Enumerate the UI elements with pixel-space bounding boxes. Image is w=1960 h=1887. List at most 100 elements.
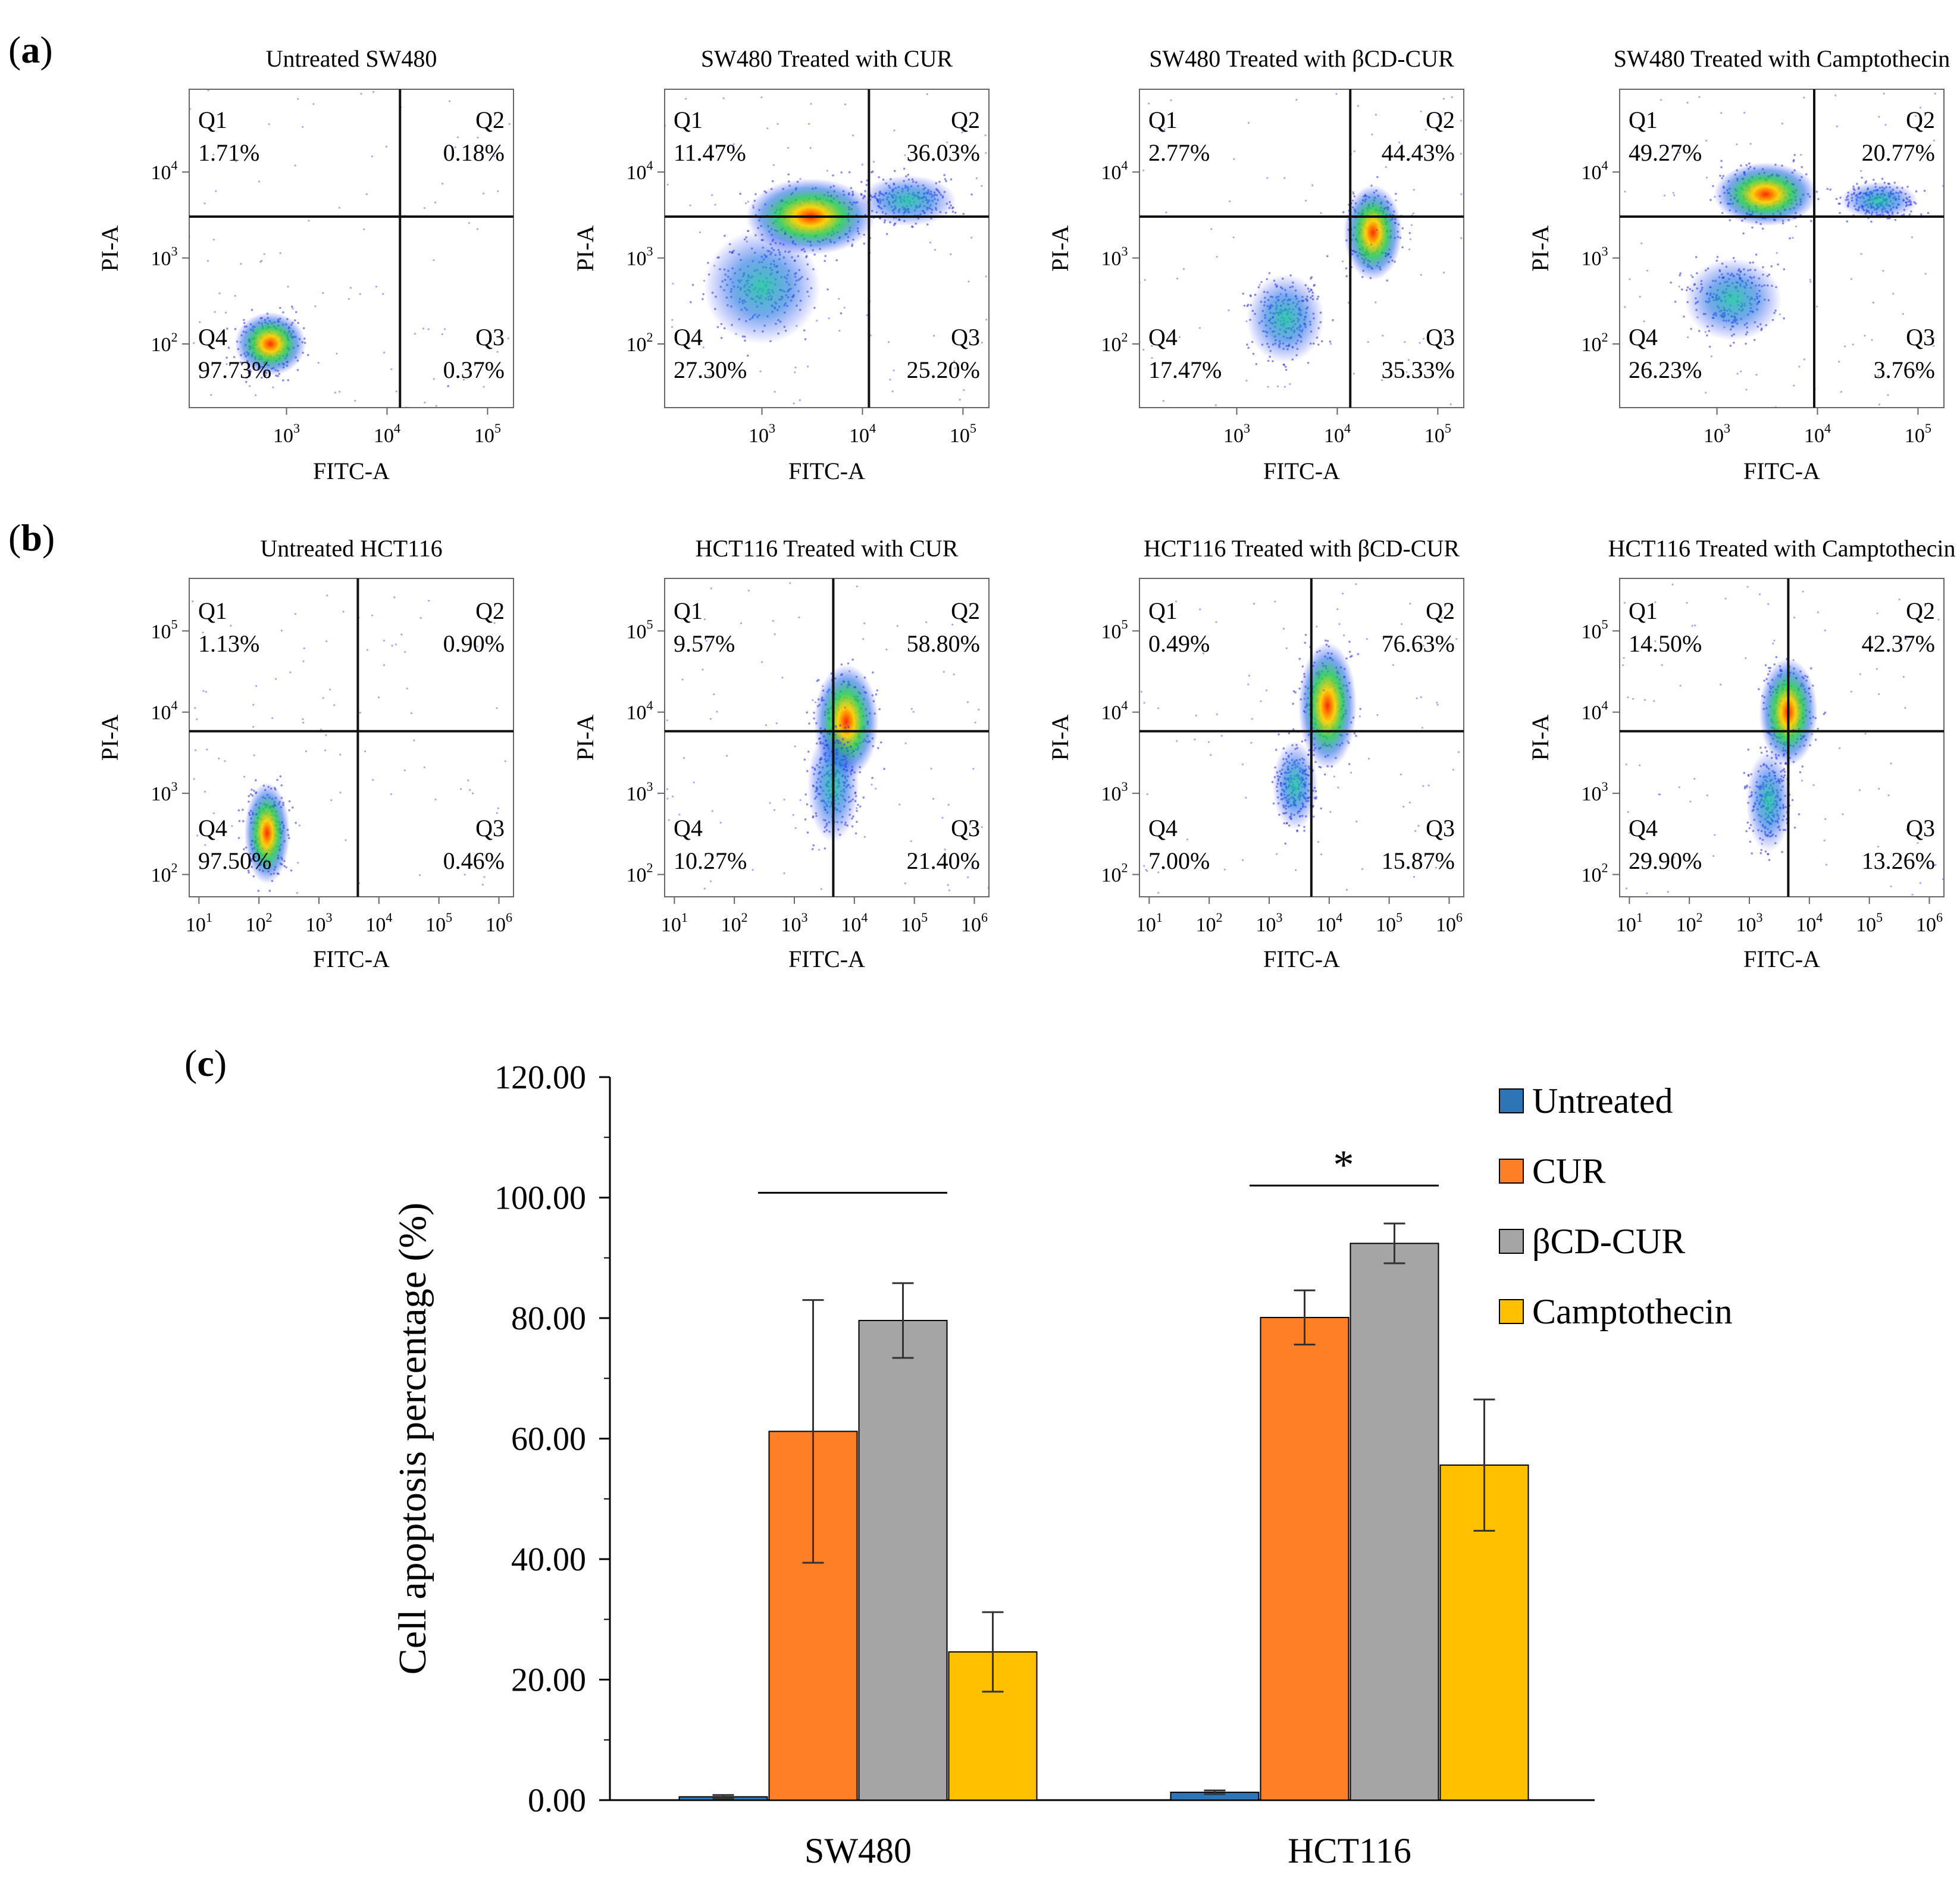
event-dot (413, 739, 415, 741)
event-dot (967, 876, 969, 878)
event-dot (772, 619, 774, 622)
event-dot (951, 623, 954, 626)
event-dot (840, 312, 843, 315)
event-dot (254, 394, 257, 396)
event-dot (709, 880, 712, 883)
quadrant-percent: 10.27% (674, 847, 747, 874)
event-dot (1793, 183, 1795, 186)
event-dot (787, 173, 790, 176)
event-dot (390, 793, 392, 796)
event-dot (843, 306, 846, 309)
event-dot (1355, 820, 1358, 823)
event-dot (847, 662, 850, 665)
event-dot (1784, 762, 1787, 765)
event-dot (1764, 746, 1767, 749)
event-dot (268, 123, 270, 126)
event-dot (720, 337, 723, 339)
event-dot (1336, 608, 1339, 611)
event-dot (391, 644, 393, 647)
event-dot (1838, 361, 1840, 363)
plot-frame (664, 578, 990, 897)
event-dot (943, 671, 945, 673)
event-dot (812, 844, 815, 847)
event-dot (838, 330, 841, 332)
event-dot (912, 226, 914, 229)
event-dot (1877, 374, 1880, 377)
event-dot (1710, 355, 1712, 358)
event-dot (290, 305, 293, 308)
event-dot (1353, 732, 1356, 735)
event-dot (296, 891, 298, 894)
event-dot (746, 354, 749, 357)
event-dot (981, 342, 983, 344)
event-dot (1303, 697, 1305, 700)
event-dot (235, 160, 237, 162)
quadrant-name: Q4 (674, 324, 703, 351)
event-dot (863, 835, 866, 838)
x-tick-label: 105 (950, 421, 976, 447)
event-dot (834, 725, 837, 728)
flow-plot-b-3: HCT116 Treated with βCD-CURQ10.49%Q276.6… (1047, 535, 1464, 972)
plot-frame (189, 578, 514, 897)
event-dot (1296, 830, 1299, 833)
event-dot (835, 259, 838, 262)
event-dot (447, 385, 449, 387)
event-dot (794, 827, 797, 830)
event-dot (703, 887, 706, 890)
event-dot (671, 319, 674, 321)
quadrant-name: Q3 (1426, 324, 1455, 351)
x-axis-label: FITC-A (1743, 458, 1820, 484)
quadrant-percent: 9.57% (674, 630, 735, 657)
plot-frame (1139, 578, 1464, 897)
event-dot (1336, 670, 1339, 672)
event-dot (210, 393, 212, 396)
event-dot (1269, 327, 1272, 330)
event-dot (803, 329, 806, 332)
event-dot (1215, 621, 1217, 624)
event-dot (322, 697, 324, 699)
density-scatter (192, 594, 506, 894)
event-dot (274, 678, 277, 680)
event-dot (1385, 166, 1387, 168)
event-dot (777, 123, 779, 125)
event-dot (372, 779, 374, 781)
event-dot (1335, 93, 1338, 95)
event-dot (1337, 786, 1339, 789)
event-dot (1285, 368, 1288, 371)
event-dot (1352, 192, 1355, 195)
event-dot (1789, 237, 1791, 240)
event-dot (894, 222, 896, 225)
flow-plot-a-1: Untreated SW480Q11.71%Q20.18%Q30.37%Q497… (96, 45, 514, 484)
event-dot (1176, 740, 1178, 742)
event-dot (866, 314, 868, 317)
event-dot (739, 192, 741, 195)
quadrant-name: Q4 (198, 815, 227, 841)
event-dot (257, 890, 260, 892)
quadrant-name: Q4 (1148, 815, 1178, 841)
event-dot (1285, 647, 1288, 649)
event-dot (1770, 265, 1773, 268)
quadrant-name: Q2 (1426, 107, 1455, 133)
quadrant-percent: 35.33% (1382, 356, 1455, 383)
event-dot (1421, 727, 1424, 729)
event-dot (685, 98, 687, 100)
event-dot (334, 392, 336, 394)
event-dot (444, 648, 447, 650)
plot-title: Untreated SW480 (266, 45, 437, 72)
event-dot (1919, 107, 1922, 109)
event-dot (1696, 316, 1699, 318)
event-dot (359, 293, 361, 295)
event-dot (371, 614, 374, 617)
event-dot (1376, 176, 1379, 179)
y-tick-label: 105 (151, 617, 178, 643)
event-dot (798, 616, 800, 619)
event-dot (871, 170, 874, 173)
event-dot (812, 699, 814, 702)
event-dot (493, 622, 496, 624)
event-dot (671, 326, 674, 328)
event-dot (1878, 115, 1880, 118)
event-dot (1409, 238, 1411, 240)
event-dot (1260, 700, 1262, 703)
event-dot (1241, 763, 1244, 766)
event-dot (1374, 301, 1377, 303)
